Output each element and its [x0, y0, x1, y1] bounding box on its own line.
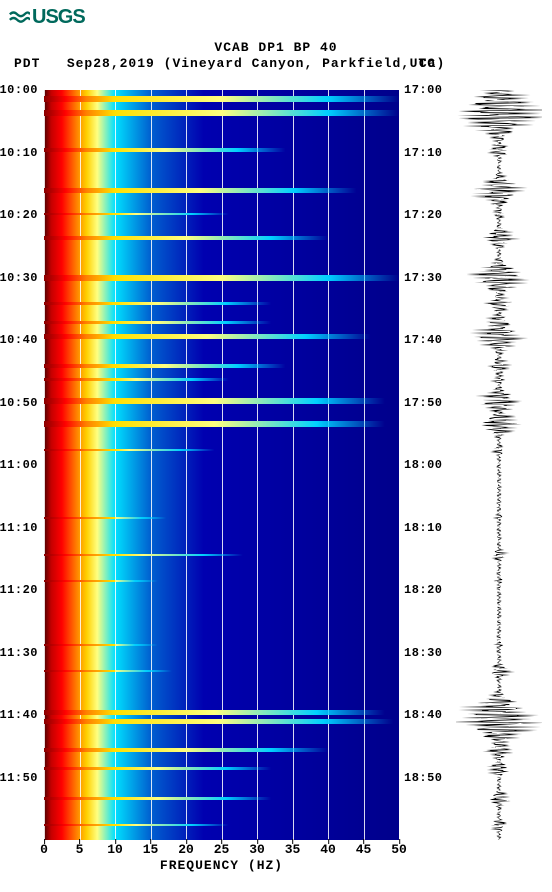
time-tick: 10:30: [0, 271, 38, 285]
freq-tick: 25: [214, 842, 230, 857]
spectrogram-event: [44, 236, 399, 241]
time-tick: 11:00: [0, 458, 38, 472]
time-tick: 11:50: [0, 771, 38, 785]
usgs-logo: USGS: [8, 6, 85, 29]
waveform-path: [456, 90, 542, 840]
spectrogram-event: [44, 824, 399, 826]
spectrogram-plot: [44, 90, 399, 840]
freq-tick: 35: [285, 842, 301, 857]
time-tick: 18:40: [404, 708, 443, 722]
spectrogram-event: [44, 517, 399, 519]
spectrogram-event: [44, 580, 399, 582]
gridline-v: [364, 90, 365, 840]
spectrogram-event: [44, 710, 399, 716]
gridline-v: [257, 90, 258, 840]
time-tick: 11:40: [0, 708, 38, 722]
logo-text: USGS: [32, 6, 85, 29]
spectrogram-event: [44, 334, 399, 339]
spectrogram-event: [44, 96, 399, 102]
frequency-axis-ticks: 05101520253035404550: [44, 840, 399, 860]
spectrogram-event: [44, 449, 399, 451]
spectrogram-event: [44, 213, 399, 215]
right-time-axis: 17:0017:1017:2017:3017:4017:5018:0018:10…: [402, 90, 446, 840]
freq-tick: 30: [249, 842, 265, 857]
title-date: Sep28,2019: [67, 56, 155, 71]
time-tick: 18:20: [404, 583, 443, 597]
time-tick: 17:50: [404, 396, 443, 410]
time-tick: 17:30: [404, 271, 443, 285]
left-time-axis: 10:0010:1010:2010:3010:4010:5011:0011:10…: [2, 90, 42, 840]
gridline-v: [399, 90, 400, 840]
frequency-axis-label: FREQUENCY (HZ): [44, 858, 399, 873]
time-tick: 10:00: [0, 83, 38, 97]
title-row-2: PDT Sep28,2019 (Vineyard Canyon, Parkfie…: [14, 56, 445, 71]
time-tick: 11:20: [0, 583, 38, 597]
tz-right: UTC: [410, 56, 436, 71]
spectrogram-event: [44, 719, 399, 725]
time-tick: 18:50: [404, 771, 443, 785]
gridline-v: [80, 90, 81, 840]
time-tick: 18:30: [404, 646, 443, 660]
spectrogram-event: [44, 644, 399, 646]
spectrogram-event: [44, 188, 399, 193]
time-tick: 17:40: [404, 333, 443, 347]
time-tick: 10:50: [0, 396, 38, 410]
freq-tick: 40: [320, 842, 336, 857]
freq-tick: 5: [76, 842, 84, 857]
freq-tick: 50: [391, 842, 407, 857]
spectrogram-event: [44, 554, 399, 557]
spectrogram-event: [44, 398, 399, 404]
gridline-v: [186, 90, 187, 840]
time-tick: 18:00: [404, 458, 443, 472]
time-tick: 10:40: [0, 333, 38, 347]
spectrogram-event: [44, 378, 399, 380]
time-tick: 10:10: [0, 146, 38, 160]
time-tick: 17:20: [404, 208, 443, 222]
time-tick: 18:10: [404, 521, 443, 535]
spectrogram-event: [44, 110, 399, 116]
time-tick: 17:00: [404, 83, 443, 97]
gridline-v: [293, 90, 294, 840]
gridline-v: [222, 90, 223, 840]
spectrogram-event: [44, 364, 399, 368]
spectrogram-canvas: [44, 90, 399, 840]
gridline-v: [115, 90, 116, 840]
spectrogram-event: [44, 797, 399, 800]
spectrogram-event: [44, 148, 399, 152]
time-tick: 10:20: [0, 208, 38, 222]
spectrogram-event: [44, 302, 399, 305]
spectrogram-event: [44, 748, 399, 753]
freq-tick: 20: [178, 842, 194, 857]
time-tick: 17:10: [404, 146, 443, 160]
gridline-v: [151, 90, 152, 840]
freq-tick: 0: [40, 842, 48, 857]
time-tick: 11:10: [0, 521, 38, 535]
freq-tick: 10: [107, 842, 123, 857]
freq-tick: 45: [356, 842, 372, 857]
spectrogram-event: [44, 767, 399, 770]
plot-title: VCAB DP1 BP 40: [0, 40, 552, 55]
tz-left: PDT: [14, 56, 40, 71]
title-location: (Vineyard Canyon, Parkfield, Ca): [164, 56, 446, 71]
gridline-v: [328, 90, 329, 840]
spectrogram-event: [44, 421, 399, 427]
seismic-waveform: [456, 90, 542, 840]
spectrogram-event: [44, 275, 399, 281]
wave-icon: [8, 7, 30, 29]
spectrogram-event: [44, 321, 399, 324]
time-tick: 11:30: [0, 646, 38, 660]
gridline-v: [44, 90, 45, 840]
spectrogram-event: [44, 670, 399, 672]
freq-tick: 15: [143, 842, 159, 857]
